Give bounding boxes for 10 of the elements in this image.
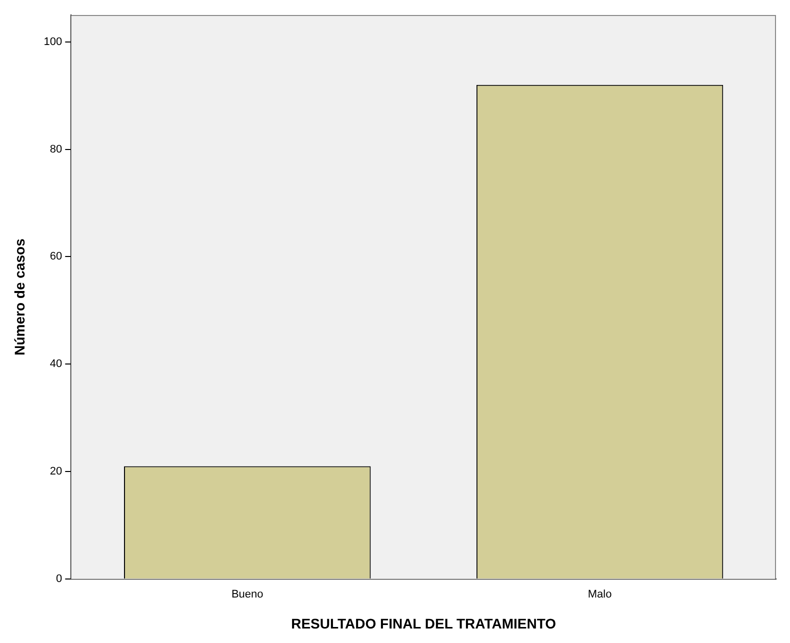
y-tick-label: 60 [50, 250, 62, 263]
y-tick-label: 0 [56, 573, 62, 586]
y-tick-label: 100 [44, 36, 62, 48]
x-axis-title: RESULTADO FINAL DEL TRATAMIENTO [291, 615, 556, 632]
y-axis-title: Número de casos [11, 238, 28, 356]
y-tick-label: 40 [50, 358, 62, 370]
x-tick-label: Malo [588, 588, 612, 601]
x-tick-label: Bueno [231, 588, 264, 601]
y-tick-label: 80 [50, 143, 62, 156]
y-tick-label: 20 [50, 466, 62, 478]
